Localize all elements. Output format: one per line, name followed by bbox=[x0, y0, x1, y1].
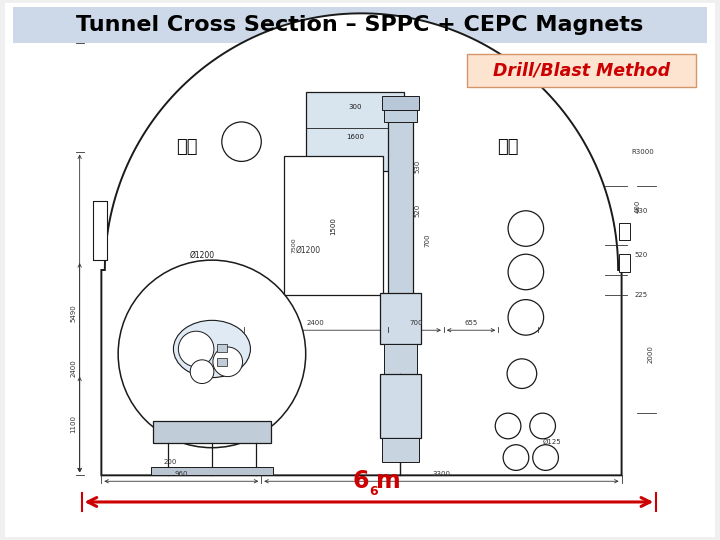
Ellipse shape bbox=[174, 320, 251, 377]
Bar bbox=[379, 293, 421, 344]
Circle shape bbox=[179, 331, 214, 367]
Circle shape bbox=[508, 254, 544, 290]
Text: 1500: 1500 bbox=[330, 217, 336, 234]
Bar bbox=[217, 344, 227, 352]
Text: 环外: 环外 bbox=[498, 138, 519, 156]
Text: 300: 300 bbox=[348, 104, 362, 110]
Text: 520: 520 bbox=[634, 252, 648, 258]
Text: 530: 530 bbox=[634, 208, 648, 214]
Text: 1600: 1600 bbox=[346, 134, 364, 140]
Bar bbox=[618, 222, 631, 240]
Circle shape bbox=[508, 300, 544, 335]
Text: 400: 400 bbox=[634, 199, 640, 213]
Text: 960: 960 bbox=[174, 471, 188, 477]
Text: 环内: 环内 bbox=[176, 138, 198, 156]
Text: 2400: 2400 bbox=[307, 320, 325, 326]
Text: 200: 200 bbox=[163, 460, 177, 465]
Text: Ø1200: Ø1200 bbox=[296, 246, 321, 255]
Text: 520: 520 bbox=[414, 204, 420, 218]
Bar bbox=[379, 374, 421, 438]
Circle shape bbox=[508, 211, 544, 246]
Bar bbox=[284, 157, 383, 295]
Text: 1100: 1100 bbox=[71, 415, 77, 434]
Text: Ø125: Ø125 bbox=[543, 439, 562, 445]
Bar bbox=[12, 8, 708, 43]
Text: Drill/Blast Method: Drill/Blast Method bbox=[492, 62, 670, 79]
Circle shape bbox=[533, 445, 559, 470]
Text: 6: 6 bbox=[369, 485, 377, 498]
Text: 655: 655 bbox=[464, 320, 477, 326]
Text: m: m bbox=[376, 469, 400, 493]
Bar bbox=[387, 102, 413, 295]
Circle shape bbox=[118, 260, 306, 448]
Circle shape bbox=[190, 360, 214, 383]
Bar bbox=[467, 54, 696, 87]
Bar bbox=[150, 468, 273, 475]
Bar bbox=[306, 92, 405, 171]
Bar bbox=[217, 358, 227, 366]
Text: 700: 700 bbox=[424, 234, 430, 247]
Text: R3000: R3000 bbox=[631, 148, 654, 154]
Circle shape bbox=[222, 122, 261, 161]
Bar bbox=[54, 38, 681, 497]
Bar bbox=[382, 438, 419, 462]
Circle shape bbox=[530, 413, 555, 439]
Polygon shape bbox=[102, 14, 621, 475]
Bar bbox=[384, 344, 418, 374]
Text: Ø1200: Ø1200 bbox=[189, 251, 215, 260]
Bar bbox=[94, 201, 107, 260]
Bar bbox=[382, 96, 419, 110]
Bar bbox=[384, 110, 418, 122]
Text: 3300: 3300 bbox=[433, 471, 451, 477]
Text: 5490: 5490 bbox=[71, 305, 77, 322]
Circle shape bbox=[507, 359, 536, 388]
Text: 530: 530 bbox=[414, 160, 420, 173]
Circle shape bbox=[503, 445, 528, 470]
Circle shape bbox=[495, 413, 521, 439]
Text: 225: 225 bbox=[634, 292, 647, 298]
Circle shape bbox=[213, 347, 243, 376]
Text: 2000: 2000 bbox=[647, 345, 653, 363]
Text: 7500: 7500 bbox=[292, 238, 297, 253]
Text: Ø1500: Ø1500 bbox=[246, 295, 271, 304]
Text: 700: 700 bbox=[409, 320, 423, 326]
Text: Tunnel Cross Section – SPPC + CEPC Magnets: Tunnel Cross Section – SPPC + CEPC Magne… bbox=[76, 15, 644, 35]
Bar bbox=[618, 254, 631, 272]
Bar bbox=[153, 421, 271, 443]
Text: Ø1050: Ø1050 bbox=[125, 320, 150, 329]
Text: 2400: 2400 bbox=[71, 359, 77, 376]
Text: 6: 6 bbox=[352, 469, 369, 493]
